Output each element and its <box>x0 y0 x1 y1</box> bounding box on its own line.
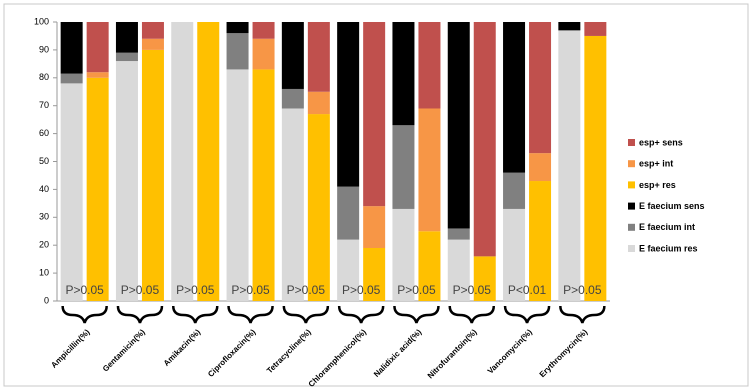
bar-segment <box>584 22 607 36</box>
y-tick-label: 50 <box>39 156 49 166</box>
bar-segment <box>226 33 249 70</box>
bar-segment <box>529 181 552 301</box>
bar-segment <box>86 77 109 301</box>
bar-segment <box>197 22 220 301</box>
bar-segment <box>226 22 249 34</box>
brace <box>448 305 495 324</box>
bar-segment <box>86 72 109 78</box>
bar-segment <box>503 22 526 173</box>
bar-segment <box>473 22 496 257</box>
bar-segment <box>503 172 526 209</box>
bar-segment <box>141 38 164 50</box>
p-value: P>0.05 <box>397 283 436 297</box>
bar-segment <box>447 22 470 229</box>
legend-swatch <box>628 181 635 189</box>
bar-segment <box>337 239 360 301</box>
legend-label: E faecium res <box>639 243 698 253</box>
bar-segment <box>337 186 360 240</box>
p-value: P>0.05 <box>121 283 160 297</box>
y-tick-label: 0 <box>44 295 49 305</box>
y-tick-label: 40 <box>39 184 49 194</box>
p-value: P>0.05 <box>176 283 215 297</box>
bar-segment <box>226 69 249 302</box>
legend-swatch <box>628 160 635 168</box>
bar-segment <box>447 239 470 301</box>
bar-segment <box>447 228 470 240</box>
brace <box>337 305 385 324</box>
bar-segment <box>503 208 526 301</box>
brace <box>559 305 606 324</box>
bar-segment <box>60 83 83 301</box>
legend-label: E faecium sens <box>639 201 705 211</box>
p-value: P>0.05 <box>231 283 270 297</box>
bar-segment <box>363 22 386 207</box>
bar-segment <box>473 256 496 301</box>
bar-segment <box>558 22 581 31</box>
bar-segment <box>252 22 275 39</box>
y-tick-label: 70 <box>39 100 49 110</box>
bar-segment <box>558 30 581 302</box>
brace <box>172 305 219 324</box>
bar-segment <box>252 38 275 70</box>
bar-segment <box>392 125 415 209</box>
p-value: P>0.05 <box>342 283 381 297</box>
legend-label: esp+ sens <box>639 137 683 147</box>
y-tick-label: 20 <box>39 240 49 250</box>
bar-segment <box>141 22 164 39</box>
bar-segment <box>529 153 552 182</box>
bar-segment <box>418 108 441 232</box>
legend-swatch <box>628 223 635 231</box>
bar-segment <box>281 108 304 302</box>
bar-segment <box>418 231 441 301</box>
bar-segment <box>115 52 138 62</box>
p-value: P>0.05 <box>453 283 492 297</box>
bar-segment <box>363 206 386 248</box>
bar-segment <box>60 73 83 84</box>
legend-label: esp+ res <box>639 180 676 190</box>
bar-segment <box>337 22 360 187</box>
bar-segment <box>60 22 83 74</box>
y-tick-label: 30 <box>39 212 49 222</box>
legend-swatch <box>628 139 635 146</box>
bar-segment <box>529 22 552 154</box>
bar-segment <box>115 22 138 53</box>
bar-segment <box>307 114 330 301</box>
p-value: P>0.05 <box>563 283 602 297</box>
bar-segment <box>252 69 275 302</box>
y-tick-label: 60 <box>39 128 49 138</box>
p-value: P<0.01 <box>508 283 547 297</box>
legend-swatch <box>628 245 635 252</box>
bar-segment <box>363 247 386 301</box>
legend-swatch <box>628 202 635 210</box>
bar-segment <box>392 22 415 126</box>
bar-segment <box>392 208 415 301</box>
bar-segment <box>307 22 330 92</box>
legend-label: E faecium int <box>639 222 695 232</box>
bar-segment <box>584 35 607 301</box>
bar-segment <box>171 22 194 301</box>
legend-label: esp+ int <box>639 159 673 169</box>
p-value: P>0.05 <box>287 283 326 297</box>
y-tick-label: 100 <box>34 16 49 26</box>
y-tick-label: 90 <box>39 44 49 54</box>
brace <box>393 305 440 324</box>
bar-segment <box>281 22 304 89</box>
bar-segment <box>418 22 441 109</box>
brace <box>503 305 551 324</box>
y-tick-label: 10 <box>39 267 49 277</box>
bar-segment <box>307 91 330 115</box>
brace <box>227 305 274 324</box>
brace <box>116 305 164 324</box>
bar-segment <box>281 88 304 109</box>
bar-segment <box>86 22 109 73</box>
brace <box>282 305 330 324</box>
bar-segment <box>141 49 164 302</box>
p-value: P>0.05 <box>65 283 104 297</box>
bar-segment <box>115 61 138 302</box>
y-tick-label: 80 <box>39 72 49 82</box>
brace <box>61 305 108 324</box>
